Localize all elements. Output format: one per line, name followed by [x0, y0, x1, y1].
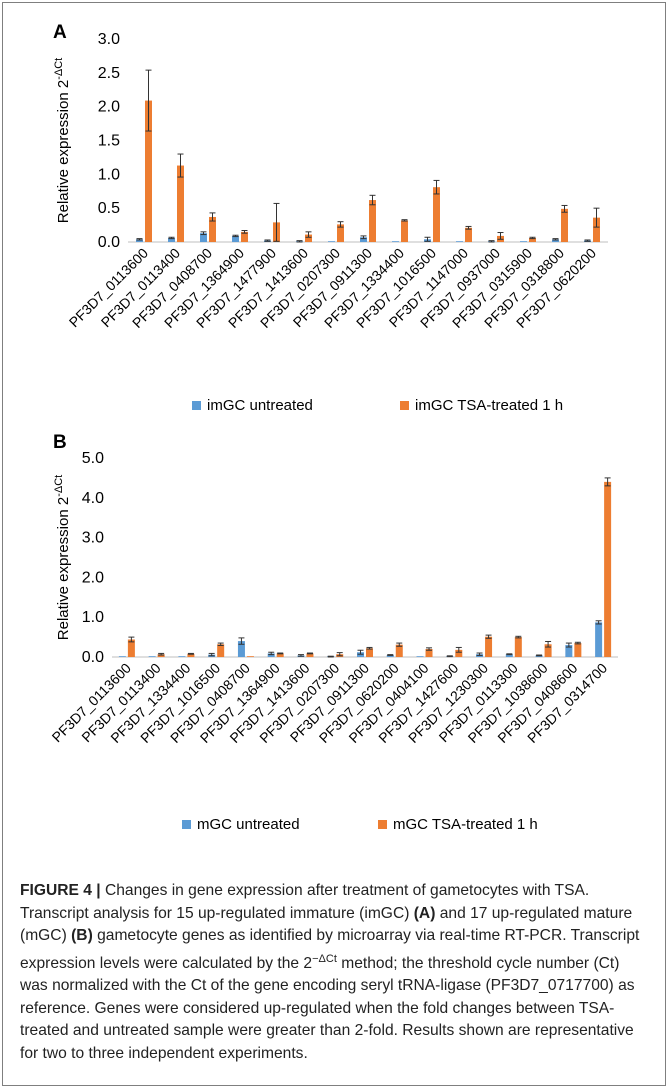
bar	[386, 655, 394, 657]
bar	[237, 641, 245, 657]
bar	[209, 216, 216, 242]
legend-label: imGC TSA-treated 1 h	[415, 397, 563, 414]
bar	[593, 217, 600, 242]
caption-superscript: −ΔCt	[312, 952, 337, 965]
bar	[456, 241, 463, 242]
caption-text-4: method; the threshold cycle number (Ct) …	[20, 954, 635, 1062]
legend-swatch	[378, 820, 387, 829]
y-tick-label: 0.0	[82, 649, 104, 666]
bar	[392, 241, 399, 242]
bar	[369, 200, 376, 242]
legend-swatch	[400, 401, 409, 410]
legend-label: mGC untreated	[197, 816, 300, 833]
bar	[529, 237, 536, 242]
bar	[177, 165, 184, 242]
y-tick-label: 2.0	[82, 569, 104, 586]
bar	[366, 648, 373, 657]
legend-swatch	[182, 820, 191, 829]
bar	[305, 234, 312, 242]
y-tick-label: 3.0	[98, 31, 120, 48]
bar	[505, 654, 513, 657]
bar	[552, 239, 559, 242]
bar	[433, 187, 440, 242]
bar	[485, 636, 493, 657]
bar	[267, 653, 275, 657]
y-axis-label: Relative expression 2-ΔCt	[53, 58, 72, 223]
y-tick-label: 1.0	[98, 166, 120, 183]
caption-ref-a: (A)	[413, 904, 436, 922]
bar	[574, 643, 582, 657]
bar	[276, 653, 284, 657]
y-axis-label: Relative expression 2-ΔCt	[53, 475, 72, 640]
caption-text-3: gametocyte genes as identified by microa…	[20, 927, 640, 972]
bar	[401, 220, 408, 242]
bar	[306, 653, 314, 657]
bar	[168, 237, 175, 242]
bar	[544, 644, 552, 657]
figure-caption: FIGURE 4 | Changes in gene expression af…	[20, 880, 650, 1065]
bar	[200, 233, 207, 242]
caption-text-2: and 17 up-regulated mature (mGC)	[20, 904, 633, 945]
bar	[157, 654, 165, 657]
y-tick-label: 3.0	[82, 530, 104, 547]
bar	[232, 235, 239, 242]
caption-label: FIGURE 4 |	[20, 882, 101, 899]
bar	[148, 656, 156, 657]
panel-letter: A	[53, 22, 67, 43]
legend-label: mGC TSA-treated 1 h	[393, 816, 538, 833]
bar	[604, 481, 612, 657]
caption-text-1: Changes in gene expression after treatme…	[20, 882, 590, 922]
bar	[145, 100, 152, 243]
bar	[455, 649, 463, 657]
bar	[514, 637, 522, 657]
bar	[337, 224, 344, 242]
bar	[416, 656, 424, 657]
bar	[241, 231, 248, 242]
bar	[246, 656, 254, 657]
y-tick-label: 4.0	[82, 490, 104, 507]
legend-label: imGC untreated	[207, 397, 313, 414]
y-tick-label: 2.0	[98, 99, 120, 116]
bar	[520, 241, 527, 242]
bar	[136, 239, 143, 242]
bar	[425, 649, 433, 657]
bar	[595, 622, 603, 657]
bar	[328, 241, 335, 242]
bar	[187, 653, 195, 657]
bar	[465, 227, 472, 242]
caption-ref-b: (B)	[71, 927, 93, 944]
legend-swatch	[192, 401, 201, 410]
bar	[118, 656, 126, 657]
y-tick-label: 1.5	[98, 133, 120, 150]
bar	[395, 644, 403, 657]
bar	[127, 639, 135, 657]
bar	[360, 237, 367, 242]
chart-panel-b: B 0.0 1.0 2.0 3.0 4.0 5.0 Relative expression 2…	[49, 432, 618, 833]
y-tick-label: 1.0	[82, 609, 104, 626]
y-tick-label: 0.5	[98, 200, 120, 217]
bar	[217, 644, 225, 657]
bar	[561, 208, 568, 242]
y-tick-label: 5.0	[82, 450, 104, 467]
y-tick-label: 0.0	[98, 234, 120, 251]
bar	[565, 645, 573, 657]
panel-letter: B	[53, 432, 67, 453]
chart-panel-a: A 0.0 0.5 1.0 1.5 2.0 2.5 3.0 Relative expressio…	[53, 22, 608, 414]
bar	[178, 656, 186, 657]
y-tick-label: 2.5	[98, 65, 120, 82]
